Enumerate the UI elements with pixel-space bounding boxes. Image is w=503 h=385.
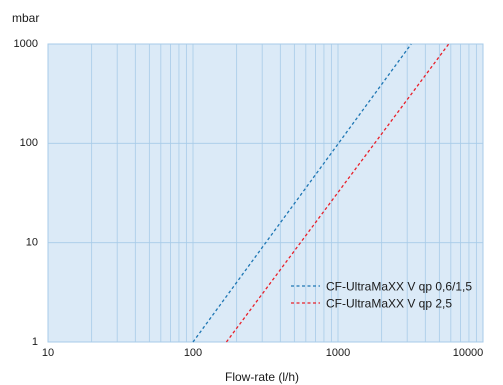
x-tick-label: 100 bbox=[184, 347, 202, 359]
grid bbox=[47, 43, 484, 343]
series-line-1 bbox=[192, 43, 412, 343]
plot-background bbox=[48, 44, 483, 342]
x-tick-labels: 10 100 1000 10000 bbox=[42, 347, 483, 359]
legend-label-series-2: CF-UltraMaXX V qp 2,5 bbox=[326, 297, 452, 311]
series-lines bbox=[192, 43, 450, 343]
x-tick-label: 1000 bbox=[326, 347, 350, 359]
legend: CF-UltraMaXX V qp 0,6/1,5 CF-UltraMaXX V… bbox=[291, 280, 472, 311]
y-tick-label: 100 bbox=[20, 137, 38, 149]
y-tick-labels: 1 10 100 1000 bbox=[14, 38, 38, 348]
y-tick-label: 10 bbox=[26, 237, 38, 249]
y-axis-label: mbar bbox=[12, 11, 39, 25]
plot-frame bbox=[47, 43, 484, 343]
series-line-2 bbox=[225, 43, 450, 343]
x-tick-label: 10000 bbox=[453, 347, 484, 359]
x-tick-label: 10 bbox=[42, 347, 54, 359]
y-tick-label: 1 bbox=[32, 336, 38, 348]
y-tick-label: 1000 bbox=[14, 38, 38, 50]
x-axis-label: Flow-rate (l/h) bbox=[225, 370, 299, 384]
legend-label-series-1: CF-UltraMaXX V qp 0,6/1,5 bbox=[326, 280, 472, 294]
